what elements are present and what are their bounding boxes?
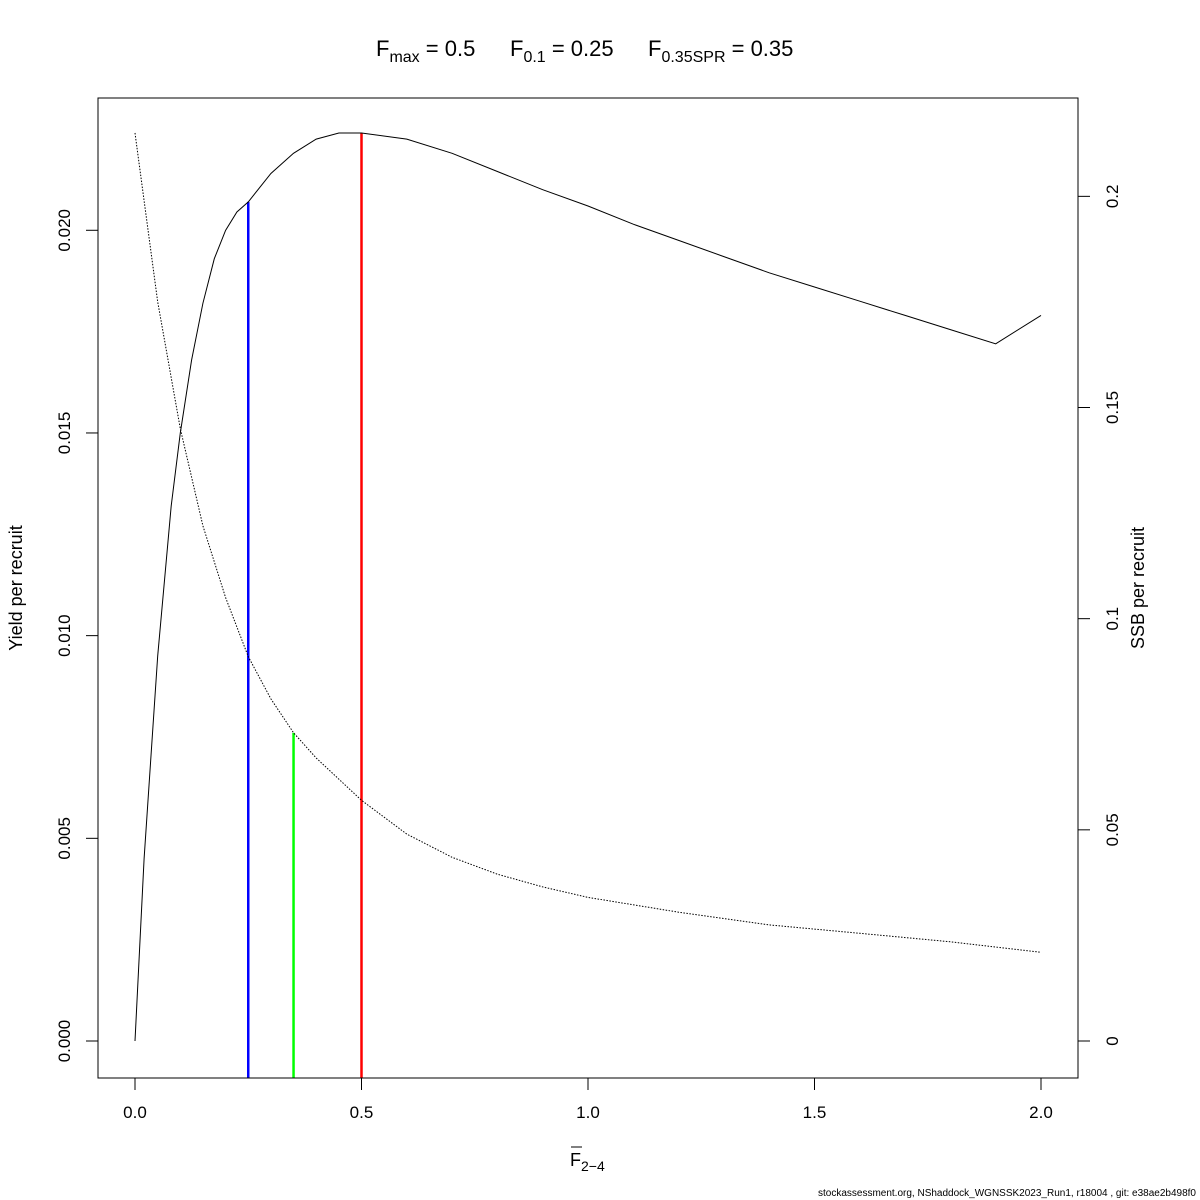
x-axis: 0.0 0.5 1.0 1.5 2.0 — [123, 1077, 1053, 1122]
y-left-tick-label: 0.010 — [55, 614, 74, 657]
y-axis-left: 0.000 0.005 0.010 0.015 0.020 — [55, 209, 99, 1063]
series-lines — [134, 132, 1042, 1042]
y-left-tick-label: 0.020 — [55, 209, 74, 252]
x-tick-label: 2.0 — [1029, 1103, 1053, 1122]
reference-lines — [247, 133, 363, 1078]
x-tick-label: 0.5 — [350, 1103, 374, 1122]
x-tick-label: 0.0 — [123, 1103, 147, 1122]
series-line-0 — [134, 132, 1042, 1042]
title-part-1: F0.1 = 0.25 — [510, 36, 614, 66]
y-left-tick-label: 0.015 — [55, 412, 74, 455]
series-line-1 — [134, 132, 1042, 953]
y-right-tick-label: 0.1 — [1103, 607, 1122, 631]
chart-title: Fmax = 0.5 F0.1 = 0.25 F0.35SPR = 0.35 — [376, 36, 793, 66]
plot-frame — [97, 97, 1079, 1079]
y-right-tick-label: 0 — [1103, 1036, 1122, 1045]
x-tick-label: 1.5 — [803, 1103, 827, 1122]
footer-caption: stockassessment.org, NShaddock_WGNSSK202… — [818, 1188, 1196, 1199]
title-part-2: F0.35SPR = 0.35 — [648, 36, 793, 66]
x-tick-label: 1.0 — [576, 1103, 600, 1122]
y-right-tick-label: 0.2 — [1103, 185, 1122, 209]
x-axis-label-text: F2−4 — [570, 1150, 605, 1174]
y-left-tick-label: 0.000 — [55, 1020, 74, 1063]
y-right-tick-label: 0.15 — [1103, 391, 1122, 424]
y-left-tick-label: 0.005 — [55, 817, 74, 860]
y-axis-label-left: Yield per recruit — [6, 525, 26, 650]
y-axis-label-right: SSB per recruit — [1128, 527, 1148, 649]
y-right-tick-label: 0.05 — [1103, 813, 1122, 846]
y-axis-right: 0 0.05 0.1 0.15 0.2 — [1077, 185, 1122, 1046]
title-part-0: Fmax = 0.5 — [376, 36, 475, 66]
x-axis-label: F2−4 — [570, 1146, 605, 1174]
